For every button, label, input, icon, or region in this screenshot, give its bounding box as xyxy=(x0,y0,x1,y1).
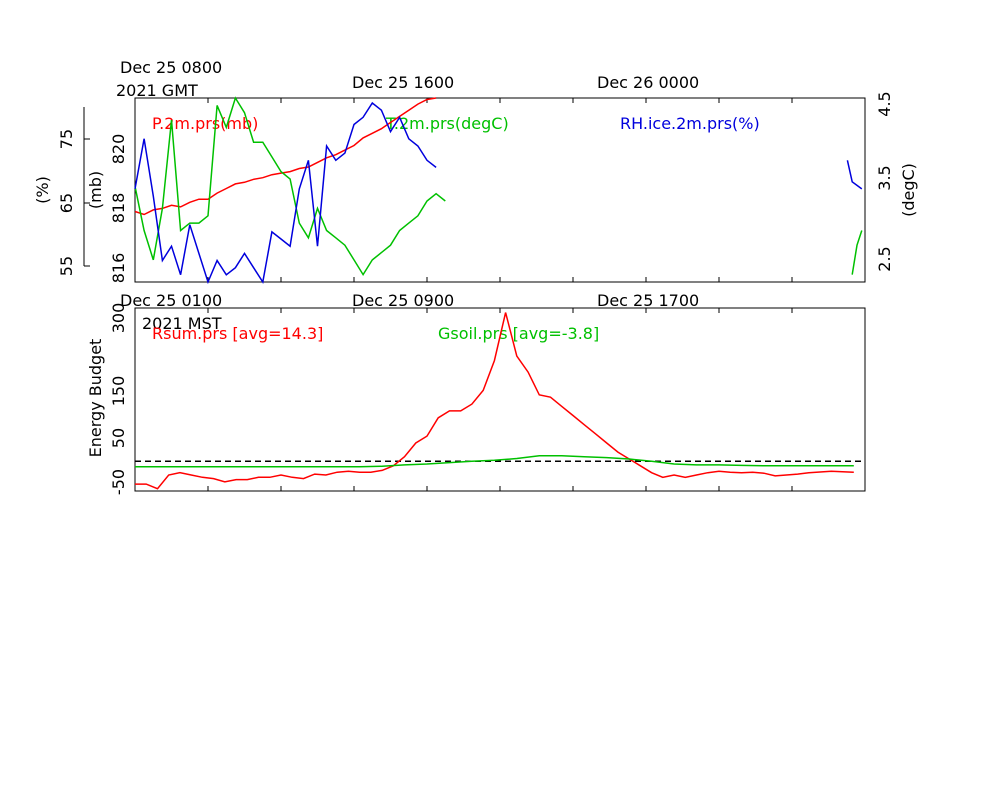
bottom-series-line-1 xyxy=(135,455,854,468)
legend-pressure: P.2m.prs(mb) xyxy=(152,114,258,133)
p-tick-816: 816 xyxy=(109,253,128,284)
rh-tick-55: 55 xyxy=(57,256,76,276)
top-time-label-1b: 2021 GMT xyxy=(116,81,198,100)
top-time-label-2: Dec 25 1600 xyxy=(352,73,454,92)
t-tick-2-5: 2.5 xyxy=(875,246,894,271)
t-tick-4-5: 4.5 xyxy=(875,91,894,116)
bottom-time-label-1b: 2021 MST xyxy=(142,314,222,333)
energy-tick-minus50: -50 xyxy=(109,469,128,495)
energy-tick-300: 300 xyxy=(109,303,128,334)
legend-rsum: Rsum.prs [avg=14.3] xyxy=(152,324,323,343)
bottom-time-label-1: Dec 25 0100 xyxy=(120,291,222,310)
rh-axis-label: (%) xyxy=(33,176,52,204)
rh-tick-65: 65 xyxy=(57,193,76,213)
bottom-series-line-0 xyxy=(135,312,854,490)
top-series-line-2-tail xyxy=(846,160,863,190)
top-series-line-1-tail xyxy=(851,230,863,275)
top-time-label-1: Dec 25 0800 xyxy=(120,58,222,77)
p-axis-label: (mb) xyxy=(86,171,105,209)
p-tick-820: 820 xyxy=(109,134,128,165)
energy-tick-150: 150 xyxy=(109,376,128,407)
legend-rh: RH.ice.2m.prs(%) xyxy=(620,114,760,133)
t-axis-label: (degC) xyxy=(899,163,918,217)
top-series-line-2 xyxy=(134,101,437,285)
bottom-time-label-2: Dec 25 0900 xyxy=(352,291,454,310)
energy-tick-50: 50 xyxy=(109,428,128,448)
rh-tick-75: 75 xyxy=(57,129,76,149)
bottom-time-label-3: Dec 25 1700 xyxy=(597,291,699,310)
t-tick-3-5: 3.5 xyxy=(875,165,894,190)
p-tick-818: 818 xyxy=(109,193,128,224)
legend-temperature: T.2m.prs(degC) xyxy=(385,114,509,133)
top-series-line-0 xyxy=(134,97,437,216)
energy-axis-label: Energy Budget xyxy=(86,339,105,458)
top-time-label-3: Dec 26 0000 xyxy=(597,73,699,92)
top-series-line-1 xyxy=(134,96,446,277)
legend-gsoil: Gsoil.prs [avg=-3.8] xyxy=(438,324,599,343)
